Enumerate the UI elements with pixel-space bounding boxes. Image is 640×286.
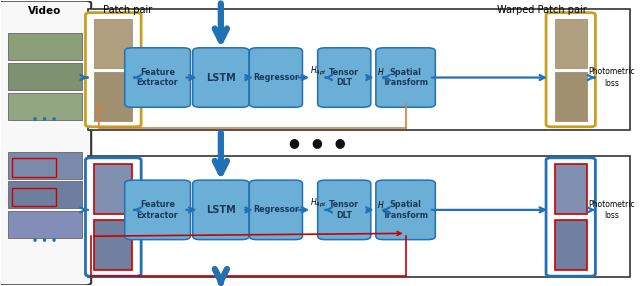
FancyBboxPatch shape <box>376 180 435 240</box>
FancyBboxPatch shape <box>555 19 586 67</box>
FancyBboxPatch shape <box>0 1 91 285</box>
FancyBboxPatch shape <box>555 164 586 214</box>
FancyBboxPatch shape <box>94 19 132 67</box>
Text: Photometric
loss: Photometric loss <box>588 67 634 88</box>
Text: Feature
Extractor: Feature Extractor <box>137 200 179 220</box>
Text: Warped Patch pair: Warped Patch pair <box>497 5 586 15</box>
Text: Photometric
loss: Photometric loss <box>588 200 634 220</box>
Text: Tensor
DLT: Tensor DLT <box>329 200 359 220</box>
Text: LSTM: LSTM <box>206 73 236 83</box>
FancyBboxPatch shape <box>125 180 191 240</box>
FancyBboxPatch shape <box>86 13 141 127</box>
Text: Regressor: Regressor <box>253 205 299 214</box>
FancyBboxPatch shape <box>94 72 132 121</box>
Text: Patch pair: Patch pair <box>102 5 152 15</box>
FancyBboxPatch shape <box>317 180 371 240</box>
FancyBboxPatch shape <box>546 13 595 127</box>
FancyBboxPatch shape <box>8 152 83 178</box>
FancyBboxPatch shape <box>94 164 132 214</box>
FancyBboxPatch shape <box>250 180 303 240</box>
FancyBboxPatch shape <box>8 63 83 90</box>
Text: LSTM: LSTM <box>206 205 236 215</box>
FancyBboxPatch shape <box>546 158 595 276</box>
FancyBboxPatch shape <box>4 3 85 283</box>
FancyBboxPatch shape <box>376 48 435 107</box>
FancyBboxPatch shape <box>88 156 630 277</box>
FancyBboxPatch shape <box>8 211 83 238</box>
Text: Regressor: Regressor <box>253 73 299 82</box>
Text: Tensor
DLT: Tensor DLT <box>329 68 359 87</box>
Text: $H$: $H$ <box>377 199 385 210</box>
FancyBboxPatch shape <box>86 158 141 276</box>
FancyBboxPatch shape <box>193 180 249 240</box>
Text: Spatial
Transform: Spatial Transform <box>383 200 429 220</box>
Text: Video: Video <box>28 6 61 16</box>
FancyBboxPatch shape <box>193 48 249 107</box>
FancyBboxPatch shape <box>88 9 630 130</box>
FancyBboxPatch shape <box>125 48 191 107</box>
FancyBboxPatch shape <box>555 72 586 121</box>
Text: $H_{4pt}$: $H_{4pt}$ <box>310 65 326 78</box>
Text: $H$: $H$ <box>377 66 385 77</box>
Text: • • •: • • • <box>32 236 57 246</box>
FancyBboxPatch shape <box>94 220 132 270</box>
Text: ●   ●   ●: ● ● ● <box>289 136 346 150</box>
Text: Spatial
Transform: Spatial Transform <box>383 68 429 87</box>
FancyBboxPatch shape <box>555 220 586 270</box>
FancyBboxPatch shape <box>8 33 83 60</box>
FancyBboxPatch shape <box>8 93 83 120</box>
FancyBboxPatch shape <box>317 48 371 107</box>
FancyBboxPatch shape <box>250 48 303 107</box>
Text: • • •: • • • <box>32 115 57 125</box>
Text: Feature
Extractor: Feature Extractor <box>137 68 179 87</box>
Text: $H_{4pt}$: $H_{4pt}$ <box>310 197 326 210</box>
FancyBboxPatch shape <box>8 181 83 208</box>
